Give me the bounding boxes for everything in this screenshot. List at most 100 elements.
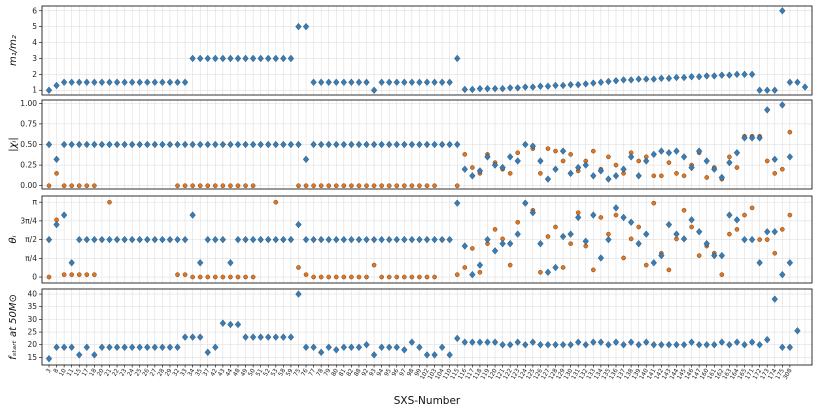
data-point-circle [545, 234, 551, 239]
data-point-diamond [416, 78, 423, 86]
data-point-circle [734, 165, 740, 170]
data-point-diamond [469, 338, 476, 346]
data-point-diamond [627, 153, 635, 161]
x-tick-label: 128 [547, 367, 559, 381]
data-point-diamond [567, 80, 574, 89]
data-point-circle [704, 175, 710, 180]
data-point-circle [341, 274, 347, 280]
data-point-diamond [544, 175, 552, 183]
data-point-diamond [680, 235, 688, 243]
data-point-circle [681, 208, 687, 213]
data-point-circle [417, 183, 422, 189]
data-point-circle [402, 274, 407, 280]
data-point-diamond [121, 78, 128, 86]
data-point-circle [538, 269, 543, 275]
data-point-diamond [318, 140, 325, 149]
x-tick-label: 17 [81, 367, 91, 377]
data-point-circle [341, 183, 347, 189]
data-point-circle [787, 129, 793, 135]
data-point-diamond [45, 86, 53, 94]
data-point-diamond [408, 235, 416, 244]
data-point-diamond [401, 346, 408, 354]
x-tick-label: 35 [194, 367, 204, 377]
data-point-diamond [227, 140, 234, 149]
data-point-circle [175, 183, 180, 189]
data-point-diamond [522, 199, 529, 207]
data-point-diamond [688, 338, 695, 346]
data-point-diamond [393, 235, 400, 244]
data-point-diamond [129, 78, 136, 86]
x-tick-label: 59 [285, 367, 295, 377]
data-point-diamond [673, 73, 680, 82]
x-tick-label: 120 [487, 367, 499, 381]
data-point-diamond [181, 140, 189, 149]
data-point-diamond [688, 73, 695, 81]
y-tick-label: 1 [32, 86, 37, 95]
data-point-circle [492, 227, 498, 232]
data-point-diamond [612, 204, 620, 212]
data-point-circle [462, 152, 468, 157]
x-tick-label: 138 [623, 367, 635, 381]
x-tick-label: 135 [600, 367, 612, 381]
data-point-diamond [106, 140, 113, 149]
data-point-diamond [756, 341, 763, 349]
y-axis-label: |χᵢ| [8, 137, 19, 151]
data-point-diamond [559, 81, 567, 90]
x-tick-label: 93 [368, 367, 378, 377]
data-point-diamond [575, 338, 582, 346]
data-point-diamond [53, 220, 60, 229]
data-point-diamond [363, 235, 370, 244]
data-point-diamond [771, 155, 778, 164]
x-tick-label: 10 [58, 367, 68, 377]
data-point-diamond [438, 343, 446, 351]
data-point-circle [107, 199, 112, 205]
x-tick-label: 174 [767, 367, 779, 381]
data-point-diamond [129, 343, 136, 351]
data-point-diamond [370, 140, 378, 149]
y-tick-label: π [32, 198, 37, 207]
data-point-diamond [45, 235, 53, 244]
data-point-circle [318, 183, 324, 189]
data-point-diamond [756, 86, 763, 94]
data-point-diamond [658, 251, 665, 260]
data-point-circle [636, 224, 641, 230]
data-point-diamond [121, 140, 128, 149]
data-point-diamond [106, 343, 113, 351]
data-point-diamond [559, 341, 567, 349]
data-point-circle [61, 183, 67, 189]
data-point-diamond [643, 75, 650, 83]
data-point-circle [734, 227, 740, 232]
y-tick-label: 25 [27, 328, 37, 337]
data-point-circle [386, 183, 392, 189]
data-point-diamond [461, 165, 468, 173]
data-point-diamond [779, 343, 786, 351]
data-point-diamond [287, 140, 295, 149]
data-point-diamond [370, 86, 378, 94]
data-point-diamond [295, 290, 302, 298]
data-point-diamond [68, 343, 75, 351]
data-point-diamond [98, 235, 106, 244]
data-point-diamond [635, 341, 642, 349]
x-axis-label: SXS-Number [394, 395, 461, 407]
x-tick-label: 81 [338, 367, 348, 377]
data-point-diamond [582, 80, 589, 88]
data-point-circle [394, 274, 400, 280]
data-point-diamond [212, 140, 219, 149]
data-point-diamond [340, 140, 347, 149]
data-point-diamond [605, 341, 612, 349]
data-point-diamond [446, 351, 453, 359]
x-tick-label: 143 [661, 367, 673, 381]
data-point-diamond [280, 54, 287, 63]
data-point-diamond [401, 78, 408, 86]
x-tick-label: 124 [517, 367, 529, 381]
data-point-circle [613, 212, 619, 218]
x-tick-label: 22 [111, 367, 121, 377]
data-point-circle [787, 212, 793, 218]
data-point-diamond [295, 220, 302, 229]
data-point-diamond [756, 134, 763, 142]
data-point-diamond [174, 140, 181, 149]
data-point-diamond [272, 333, 279, 341]
data-point-circle [205, 183, 211, 189]
data-point-diamond [272, 54, 279, 63]
data-point-diamond [544, 268, 552, 276]
